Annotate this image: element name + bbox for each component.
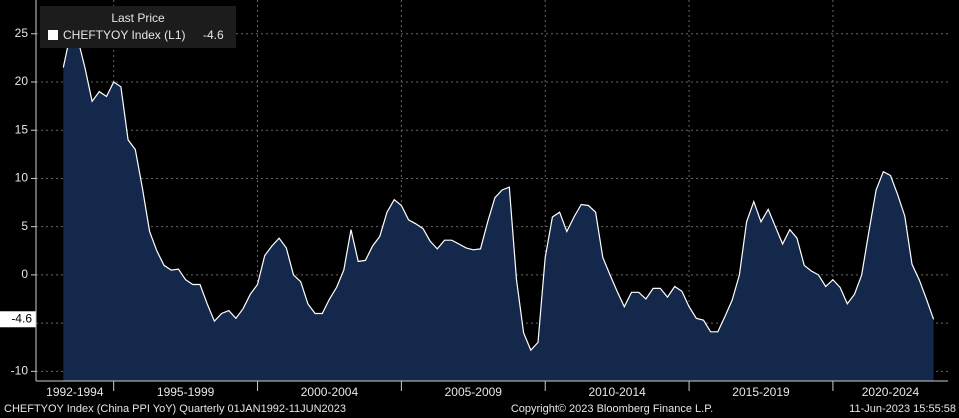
- line: [62, 32, 935, 352]
- y-tick-label: 10: [15, 171, 29, 185]
- footer-left: CHEFTYOY Index (China PPI YoY) Quarterly…: [4, 403, 346, 415]
- legend-title: Last Price: [111, 11, 165, 25]
- last-price-label: -4.6: [11, 311, 32, 325]
- x-tick-label: 2020-2024: [862, 385, 920, 399]
- y-tick-label: 25: [15, 26, 29, 40]
- legend-box: [40, 6, 236, 48]
- footer-center: Copyright© 2023 Bloomberg Finance L.P.: [511, 403, 713, 415]
- y-tick-label: 0: [21, 267, 28, 281]
- legend-swatch: [48, 30, 58, 40]
- x-tick-label: 2000-2004: [301, 385, 359, 399]
- x-tick-label: 2015-2019: [732, 385, 790, 399]
- last-price-tag: [0, 311, 36, 328]
- x-tick-label: 1992-1994: [46, 385, 104, 399]
- y-tick-label: 15: [15, 122, 29, 136]
- y-tick-label: -10: [11, 364, 29, 378]
- area: [63, 33, 934, 382]
- x-tick-label: 2010-2014: [588, 385, 646, 399]
- footer-right: 11-Jun-2023 15:55:58: [849, 403, 956, 415]
- plot-area: 2520151050-5-101992-19941995-19992000-20…: [0, 0, 948, 399]
- legend: Last Price CHEFTYOY Index (L1) -4.6: [40, 6, 236, 48]
- legend-value: -4.6: [203, 28, 224, 42]
- x-tick-label: 1995-1999: [157, 385, 215, 399]
- x-tick-label: 2005-2009: [445, 385, 503, 399]
- legend-label: CHEFTYOY Index (L1): [63, 28, 185, 42]
- y-tick-label: 5: [21, 219, 28, 233]
- y-tick-label: 20: [15, 74, 29, 88]
